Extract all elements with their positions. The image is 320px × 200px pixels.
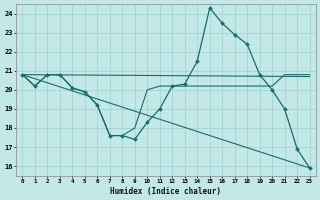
- X-axis label: Humidex (Indice chaleur): Humidex (Indice chaleur): [110, 187, 221, 196]
